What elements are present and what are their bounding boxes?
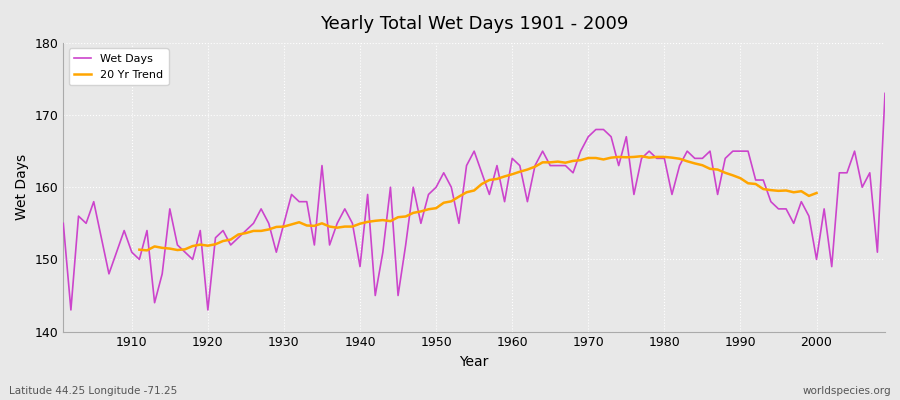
20 Yr Trend [796, 189, 806, 194]
Wet Days [293, 199, 304, 204]
X-axis label: Year: Year [460, 355, 489, 369]
20 Yr Trend [636, 154, 647, 159]
Title: Yearly Total Wet Days 1901 - 2009: Yearly Total Wet Days 1901 - 2009 [320, 15, 628, 33]
20 Yr Trend [727, 173, 738, 178]
Y-axis label: Wet Days: Wet Days [15, 154, 29, 220]
Wet Days [66, 308, 77, 312]
Line: 20 Yr Trend: 20 Yr Trend [140, 156, 816, 250]
Wet Days [515, 163, 526, 168]
20 Yr Trend [613, 154, 624, 159]
20 Yr Trend [712, 167, 723, 172]
Legend: Wet Days, 20 Yr Trend: Wet Days, 20 Yr Trend [68, 48, 168, 85]
Wet Days [507, 156, 517, 161]
Line: Wet Days: Wet Days [63, 94, 885, 310]
Wet Days [879, 91, 890, 96]
20 Yr Trend [811, 191, 822, 196]
Wet Days [58, 221, 68, 226]
20 Yr Trend [141, 248, 152, 253]
Wet Days [339, 206, 350, 211]
Wet Days [126, 250, 137, 254]
20 Yr Trend [233, 232, 244, 237]
Wet Days [606, 134, 616, 139]
Text: Latitude 44.25 Longitude -71.25: Latitude 44.25 Longitude -71.25 [9, 386, 177, 396]
20 Yr Trend [347, 224, 358, 229]
Text: worldspecies.org: worldspecies.org [803, 386, 891, 396]
20 Yr Trend [134, 247, 145, 252]
